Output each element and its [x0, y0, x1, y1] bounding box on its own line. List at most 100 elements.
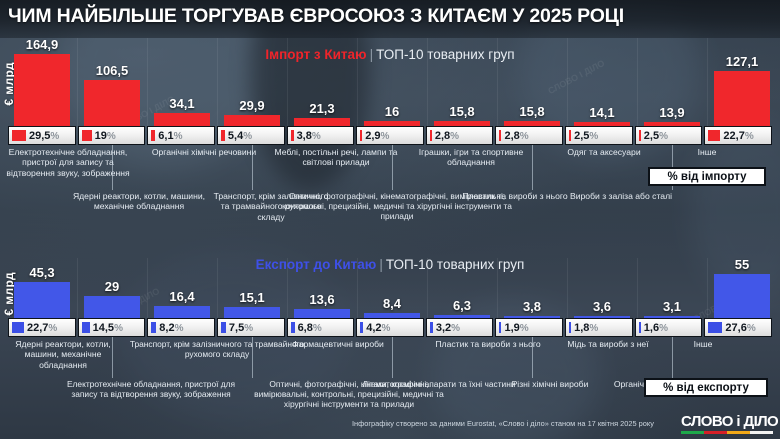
bar-column: 34,1: [148, 97, 216, 128]
share-swatch: [290, 322, 295, 333]
share-swatch: [708, 130, 721, 141]
share-swatch: [81, 130, 92, 141]
export-heading-accent: Експорт до Китаю: [255, 257, 377, 272]
share-cell: 27,6%: [704, 318, 773, 337]
share-swatch: [569, 322, 572, 333]
bar-column: 106,5: [78, 64, 146, 128]
bar: [154, 113, 210, 128]
export-heading: Експорт до Китаю | ТОП-10 товарних груп: [0, 257, 780, 272]
bar: [294, 309, 350, 320]
bar-column: 15,8: [428, 105, 496, 128]
column-separator: [77, 258, 78, 320]
share-swatch: [499, 322, 502, 333]
category-label: Інше: [697, 147, 717, 157]
bar-value-label: 45,3: [29, 265, 55, 280]
bar-value-label: 127,1: [725, 54, 759, 69]
bar-value-label: 21,3: [309, 101, 335, 116]
bar: [714, 71, 770, 128]
category-label: Інше: [693, 339, 713, 349]
share-value: 6,8%: [297, 321, 322, 334]
share-value: 14,5%: [92, 321, 123, 334]
bar: [434, 315, 490, 320]
import-share-strip: 29,5% 19% 6,1% 5,4% 3,8% 2,9% 2,8% 2,8% 2,5% 2,5%…: [8, 126, 773, 145]
category-label: Вироби з заліза або сталі: [570, 191, 672, 201]
export-legend-badge: % від експорту: [644, 378, 768, 397]
category-label: Літаки, космічні апарати та їхні частини: [362, 379, 516, 389]
share-cell: 2,8%: [425, 126, 494, 145]
column-separator: [707, 38, 708, 128]
export-section: Експорт до Китаю | ТОП-10 товарних груп: [0, 248, 780, 420]
share-cell: 3,8%: [286, 126, 355, 145]
title-band: [0, 0, 780, 38]
import-heading-divider: |: [369, 47, 374, 62]
share-value: 1,8%: [574, 321, 599, 334]
leader-line: [532, 337, 533, 378]
share-swatch: [429, 322, 433, 333]
leader-line: [392, 145, 393, 190]
category-label: Органічні хімічні речовини: [151, 147, 257, 157]
share-value: 22,7%: [723, 129, 754, 142]
column-separator: [217, 38, 218, 128]
column-separator: [567, 258, 568, 320]
bar-value-label: 13,9: [659, 105, 685, 120]
bar-value-label: 6,3: [452, 298, 472, 313]
column-separator: [217, 258, 218, 320]
bar-column: 3,6: [568, 300, 636, 320]
share-swatch: [638, 322, 641, 333]
brand-logo: СЛОВО і ДІЛО: [681, 414, 779, 434]
share-cell: 1,8%: [565, 318, 633, 337]
bar-value-label: 55: [734, 257, 750, 272]
bar-value-label: 13,6: [309, 292, 335, 307]
share-value: 2,9%: [365, 129, 390, 142]
share-swatch: [429, 130, 432, 141]
bar-column: 3,8: [498, 300, 566, 320]
column-separator: [497, 258, 498, 320]
share-cell: 5,4%: [216, 126, 285, 145]
share-value: 19%: [94, 129, 116, 142]
bar-column: 15,1: [218, 291, 286, 320]
column-separator: [147, 258, 148, 320]
bar-value-label: 3,6: [592, 299, 612, 314]
bar-value-label: 16: [384, 104, 400, 119]
category-label: Фармацевтичні вироби: [292, 339, 384, 349]
share-cell: 2,5%: [565, 126, 633, 145]
bar: [84, 296, 140, 320]
bar: [14, 54, 70, 128]
bar: [364, 121, 420, 128]
share-cell: 1,6%: [634, 318, 703, 337]
leader-line: [112, 145, 113, 190]
bar-value-label: 164,9: [25, 37, 59, 52]
share-value: 3,2%: [435, 321, 461, 334]
share-cell: 3,2%: [425, 318, 494, 337]
column-separator: [287, 258, 288, 320]
share-value: 5,4%: [227, 129, 253, 142]
share-value: 1,9%: [504, 321, 529, 334]
share-value: 22,7%: [27, 321, 58, 334]
share-cell: 2,9%: [356, 126, 424, 145]
column-separator: [427, 258, 428, 320]
share-cell: 2,8%: [495, 126, 564, 145]
bar-value-label: 106,5: [95, 63, 129, 78]
share-swatch: [360, 322, 364, 333]
bar-value-label: 16,4: [169, 289, 195, 304]
category-label: Меблі, постільні речі, лампи та світлові…: [274, 147, 398, 168]
export-heading-divider: |: [379, 257, 383, 272]
import-heading: Імпорт з Китаю | ТОП-10 товарних груп: [0, 47, 780, 62]
bar-column: 29,9: [218, 99, 286, 128]
bar-column: 8,4: [358, 297, 426, 320]
share-swatch: [12, 322, 24, 333]
column-separator: [427, 38, 428, 128]
bar: [574, 122, 630, 128]
bar-column: 16,4: [148, 290, 216, 320]
bar-value-label: 15,1: [239, 290, 265, 305]
bar: [714, 274, 770, 320]
bar: [14, 282, 70, 320]
brand-logo-bars: [681, 431, 773, 434]
bar-column: 21,3: [288, 102, 356, 128]
category-label: Іграшки, ігри та спортивне обладнання: [418, 147, 524, 168]
leader-line: [392, 337, 393, 378]
category-label: Транспорт, крім залізничного та трамвайн…: [213, 191, 329, 222]
category-label: Ядерні реактори, котли, машини, механічн…: [72, 191, 206, 212]
share-value: 2,8%: [504, 129, 529, 142]
